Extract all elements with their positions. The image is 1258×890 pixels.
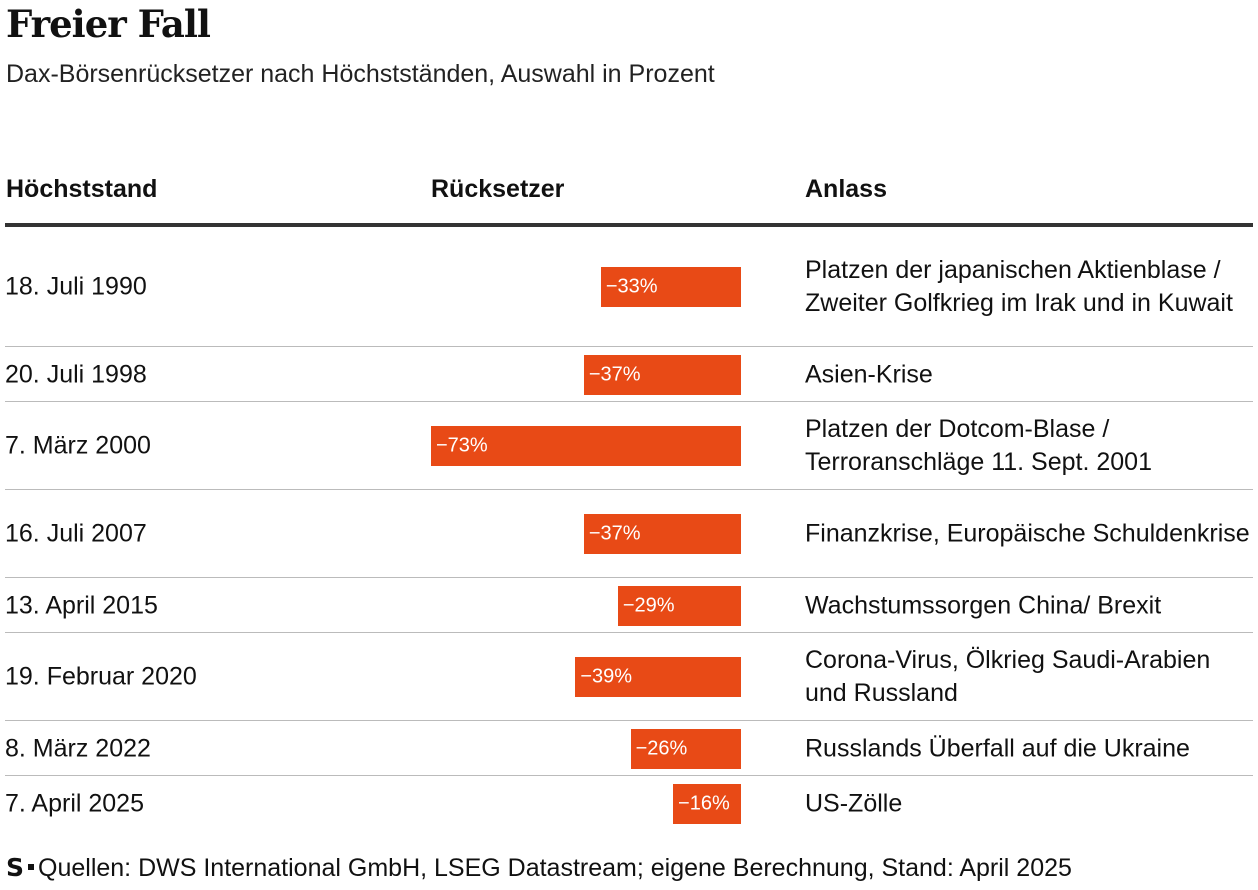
row-reason: Asien-Krise xyxy=(805,360,933,388)
brand-logo: S xyxy=(6,853,25,882)
row-divider xyxy=(5,489,1253,490)
table-row: 7. März 2000 −73% Platzen der Dotcom-Blase… xyxy=(5,402,1253,490)
bar xyxy=(431,426,741,466)
bar-value-label: −16% xyxy=(678,792,730,814)
header-divider xyxy=(5,223,1253,227)
row-date: 7. April 2025 xyxy=(5,789,144,817)
row-date: 8. März 2022 xyxy=(5,734,151,762)
bar-value-label: −39% xyxy=(580,665,633,688)
row-date: 16. Juli 2007 xyxy=(5,519,147,548)
row-date: 20. Juli 1998 xyxy=(5,360,147,388)
bar xyxy=(583,354,741,395)
row-reason: US-Zölle xyxy=(805,789,903,817)
bar-value-label: −37% xyxy=(588,522,641,545)
bar xyxy=(583,514,741,554)
row-divider xyxy=(5,632,1253,633)
table-row: 16. Juli 2007 −37% Finanzkrise, Europäisch… xyxy=(5,490,1253,578)
column-header-date: Höchststand xyxy=(6,175,158,203)
column-header-reason: Anlass xyxy=(805,175,887,203)
row-reason: Platzen der japanischen Aktienblase / Zw… xyxy=(805,256,1233,317)
bar-value-label: −33% xyxy=(605,275,658,298)
row-reason: Finanzkrise, Europäische Schuldenkrise xyxy=(805,519,1250,548)
bar xyxy=(617,585,741,626)
source-text: Quellen: DWS International GmbH, LSEG Da… xyxy=(38,854,1072,882)
table-row: 20. Juli 1998 −37% Asien-Krise xyxy=(5,347,1253,402)
bar-value-label: −73% xyxy=(436,434,488,457)
row-date: 18. Juli 1990 xyxy=(5,272,147,301)
row-reason: Platzen der Dotcom-Blase / Terroranschlä… xyxy=(805,415,1152,476)
row-divider xyxy=(5,401,1253,402)
row-date: 7. März 2000 xyxy=(5,431,151,460)
row-reason: Russlands Überfall auf die Ukraine xyxy=(805,734,1190,762)
row-date: 13. April 2015 xyxy=(5,591,158,619)
table-row: 19. Februar 2020 −39% Corona-Virus, Ölkrie… xyxy=(5,633,1253,721)
chart-title: Freier Fall xyxy=(6,2,211,46)
row-divider xyxy=(5,346,1253,347)
table-row: 8. März 2022 −26% Russlands Überfall auf d… xyxy=(5,721,1253,776)
row-reason: Wachstumssorgen China/ Brexit xyxy=(805,591,1162,619)
source-footer: S Quellen: DWS International GmbH, LSEG D… xyxy=(6,853,1072,883)
bar-value-label: −26% xyxy=(635,737,688,759)
table-row: 13. April 2015 −29% Wachstumssorgen China/… xyxy=(5,578,1253,633)
bar xyxy=(600,267,741,307)
bar xyxy=(630,728,741,769)
row-reason: Corona-Virus, Ölkrieg Saudi-Arabien und … xyxy=(805,646,1211,707)
bar-value-label: −29% xyxy=(622,594,675,616)
bar-value-label: −37% xyxy=(588,363,641,385)
bar xyxy=(673,783,741,824)
row-divider xyxy=(5,720,1253,721)
bar xyxy=(575,657,741,697)
table-row: 18. Juli 1990 −33% Platzen der japanischen… xyxy=(5,227,1253,347)
chart-subtitle: Dax-Börsenrücksetzer nach Höchstständen,… xyxy=(6,60,715,88)
row-divider xyxy=(5,577,1253,578)
row-date: 19. Februar 2020 xyxy=(5,662,197,691)
column-header-drop: Rücksetzer xyxy=(431,175,565,203)
logo-dot-icon xyxy=(28,864,35,871)
table-row: 7. April 2025 −16% US-Zölle xyxy=(5,776,1253,831)
row-divider xyxy=(5,775,1253,776)
